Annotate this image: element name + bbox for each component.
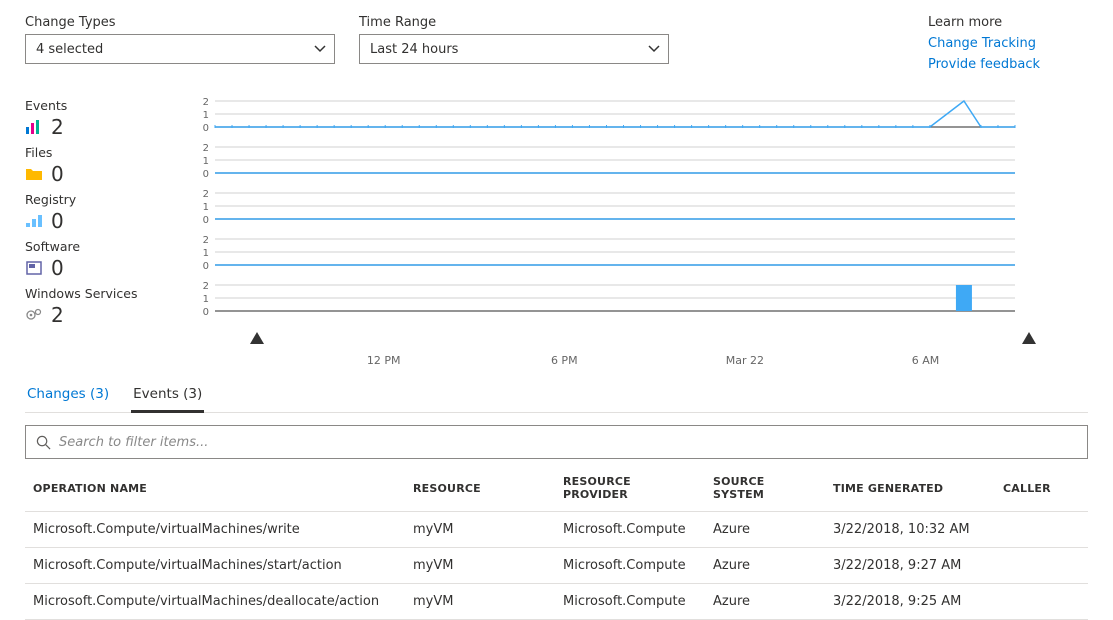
table-cell: Azure [705, 548, 825, 584]
svg-text:2: 2 [203, 236, 209, 246]
column-header[interactable]: CALLER [995, 465, 1088, 512]
sparkline-3: 2 1 0 [185, 236, 1088, 280]
search-filter[interactable] [25, 425, 1088, 459]
table-cell: Microsoft.Compute [555, 548, 705, 584]
change-types-dropdown[interactable]: 4 selected [25, 34, 335, 64]
table-cell: Microsoft.Compute/virtualMachines/write [25, 512, 405, 548]
svg-text:0: 0 [203, 307, 209, 318]
chevron-down-icon [314, 43, 326, 55]
column-header[interactable]: OPERATION NAME [25, 465, 405, 512]
svg-text:0: 0 [203, 169, 209, 179]
table-cell [995, 584, 1088, 620]
svg-text:0: 0 [203, 215, 209, 225]
reg-icon [25, 213, 43, 229]
time-range-dropdown[interactable]: Last 24 hours [359, 34, 669, 64]
xaxis-label: 12 PM [367, 354, 401, 367]
time-slider-handle[interactable] [250, 332, 264, 344]
table-cell [995, 548, 1088, 584]
count-value-2: 0 [51, 209, 64, 233]
sparkline-4: 2 1 0 [185, 282, 1088, 332]
count-label-2: Registry [25, 192, 165, 207]
svg-text:0: 0 [203, 261, 209, 271]
table-cell: Microsoft.Compute/virtualMachines/start/… [25, 548, 405, 584]
count-label-1: Files [25, 145, 165, 160]
table-cell: 3/22/2018, 10:32 AM [825, 512, 995, 548]
table-cell: Microsoft.Compute [555, 512, 705, 548]
bars-icon [25, 119, 43, 135]
table-cell: Microsoft.Compute [555, 584, 705, 620]
sparkline-1: 2 1 0 [185, 144, 1088, 188]
count-value-4: 2 [51, 303, 64, 327]
search-icon [36, 435, 51, 450]
svg-text:1: 1 [203, 248, 209, 259]
table-cell: myVM [405, 512, 555, 548]
table-cell: 3/22/2018, 9:27 AM [825, 548, 995, 584]
change-types-label: Change Types [25, 15, 335, 30]
svg-text:2: 2 [203, 98, 209, 108]
folder-icon [25, 166, 43, 182]
table-cell: myVM [405, 584, 555, 620]
change-types-value: 4 selected [36, 42, 103, 57]
tab-events[interactable]: Events (3) [131, 378, 204, 413]
count-label-0: Events [25, 98, 165, 113]
svg-text:2: 2 [203, 144, 209, 154]
svg-text:1: 1 [203, 202, 209, 213]
box-icon [25, 260, 43, 276]
table-cell [995, 512, 1088, 548]
column-header[interactable]: RESOURCE [405, 465, 555, 512]
count-value-0: 2 [51, 115, 64, 139]
count-value-3: 0 [51, 256, 64, 280]
search-input[interactable] [57, 434, 1077, 451]
column-header[interactable]: SOURCE SYSTEM [705, 465, 825, 512]
table-cell: Azure [705, 584, 825, 620]
svg-text:1: 1 [203, 156, 209, 167]
column-header[interactable]: RESOURCE PROVIDER [555, 465, 705, 512]
sparkline-2: 2 1 0 [185, 190, 1088, 234]
table-cell: Microsoft.Compute/virtualMachines/deallo… [25, 584, 405, 620]
link-change-tracking[interactable]: Change Tracking [928, 36, 1088, 51]
xaxis-label: Mar 22 [726, 354, 764, 367]
count-label-3: Software [25, 239, 165, 254]
table-row[interactable]: Microsoft.Compute/virtualMachines/deallo… [25, 584, 1088, 620]
xaxis-label: 6 AM [912, 354, 940, 367]
svg-text:2: 2 [203, 190, 209, 200]
xaxis-label: 6 PM [551, 354, 578, 367]
svg-text:1: 1 [203, 294, 209, 305]
svg-text:2: 2 [203, 282, 209, 292]
link-provide-feedback[interactable]: Provide feedback [928, 57, 1088, 72]
time-range-label: Time Range [359, 15, 669, 30]
svg-text:1: 1 [203, 110, 209, 121]
time-slider-handle[interactable] [1022, 332, 1036, 344]
table-cell: 3/22/2018, 9:25 AM [825, 584, 995, 620]
time-range-value: Last 24 hours [370, 42, 458, 57]
gears-icon [25, 307, 43, 323]
column-header[interactable]: TIME GENERATED [825, 465, 995, 512]
sparkline-0: 2 1 0 [185, 98, 1088, 142]
table-row[interactable]: Microsoft.Compute/virtualMachines/writem… [25, 512, 1088, 548]
learn-more-title: Learn more [928, 15, 1088, 30]
table-row[interactable]: Microsoft.Compute/virtualMachines/start/… [25, 548, 1088, 584]
count-value-1: 0 [51, 162, 64, 186]
count-label-4: Windows Services [25, 286, 165, 301]
chevron-down-icon [648, 43, 660, 55]
table-cell: Azure [705, 512, 825, 548]
svg-text:0: 0 [203, 123, 209, 133]
table-cell: myVM [405, 548, 555, 584]
tab-changes[interactable]: Changes (3) [25, 378, 111, 412]
